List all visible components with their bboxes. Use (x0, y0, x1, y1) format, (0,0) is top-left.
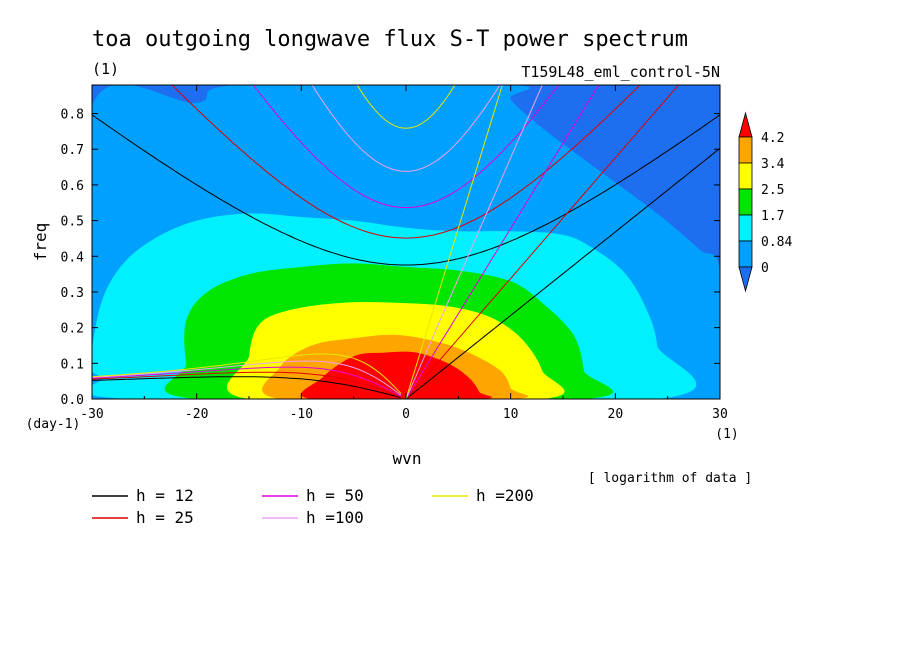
x-tick-label: -20 (185, 407, 208, 422)
log-note: [ logarithm of data ] (588, 471, 752, 486)
colorbar-segment (738, 162, 753, 190)
colorbar-max-arrow (738, 111, 753, 138)
colorbar-label: 3.4 (761, 157, 785, 172)
x-axis-label: wvn (393, 449, 422, 468)
colorbar-label: 4.2 (761, 131, 784, 146)
colorbar-label: 1.7 (761, 209, 784, 224)
y-tick-label: 0.0 (61, 393, 84, 408)
legend-label: h =100 (306, 508, 364, 527)
inertia-gravity-wave-h12 (92, 114, 720, 266)
x-unit-label: (1) (715, 427, 738, 442)
rossby-wave-h50 (92, 366, 402, 397)
inertia-gravity-wave-h50 (252, 85, 560, 209)
plot-area (91, 84, 721, 400)
y-tick-label: 0.4 (61, 250, 85, 265)
y-tick-label: 0.2 (61, 322, 84, 337)
y-tick-label: 0.6 (61, 179, 84, 194)
colorbar-segment (738, 136, 753, 164)
rossby-wave-h200 (92, 353, 402, 394)
colorbar-label: 0.84 (761, 235, 792, 250)
x-tick-label: 30 (712, 407, 728, 422)
legend-label: h = 50 (306, 486, 364, 505)
rossby-wave-h12 (92, 376, 401, 399)
rossby-wave-h100 (92, 360, 402, 396)
inertia-gravity-wave-h100 (311, 85, 501, 172)
colorbar: 4.2 3.4 2.5 1.7 0.84 0 (738, 111, 792, 293)
legend-label: h =200 (476, 486, 534, 505)
experiment-label: T159L48_eml_control-5N (521, 63, 720, 81)
y-unit-label: (day-1) (26, 417, 81, 432)
chart-title: toa outgoing longwave flux S-T power spe… (92, 27, 688, 52)
dispersion-curves (92, 85, 720, 399)
x-tick-label: 0 (402, 407, 410, 422)
inertia-gravity-wave-h25 (171, 85, 641, 239)
colorbar-segment (738, 214, 753, 242)
kelvin-wave-h25 (405, 85, 680, 399)
y-tick-label: 0.5 (61, 215, 84, 230)
kelvin-wave-h100 (405, 85, 543, 399)
colorbar-min-arrow (738, 266, 753, 293)
kelvin-wave-h200 (405, 85, 503, 399)
y-tick-label: 0.3 (61, 286, 84, 301)
x-tick-label: 10 (503, 407, 519, 422)
x-tick-label: -10 (290, 407, 313, 422)
colorbar-segment (738, 188, 753, 216)
legend-label: h = 12 (136, 486, 194, 505)
x-tick-label: 20 (608, 407, 624, 422)
x-tick-label: -30 (80, 407, 103, 422)
colorbar-label: 2.5 (761, 183, 784, 198)
legend-label: h = 25 (136, 508, 194, 527)
y-axis-label: freq (31, 223, 50, 262)
colorbar-segment (738, 240, 753, 268)
y-tick-label: 0.7 (61, 143, 84, 158)
y-tick-label: 0.8 (61, 108, 84, 123)
contour-level-4-2 (301, 351, 493, 399)
contour-fills (92, 85, 720, 399)
kelvin-wave-h12 (405, 147, 720, 399)
rossby-wave-h25 (92, 371, 401, 398)
kelvin-wave-h50 (405, 85, 600, 399)
y-tick-label: 0.1 (61, 357, 84, 372)
y-axis: 0.0 0.1 0.2 0.3 0.4 0.5 0.6 0.7 0.8 (61, 108, 720, 408)
units-label: (1) (92, 60, 119, 78)
x-axis: -30 -20 -10 0 10 20 30 (80, 85, 728, 422)
curve-legend: h = 12 h = 25 h = 50 h =100 h =200 (92, 486, 534, 527)
inertia-gravity-wave-h200 (356, 85, 456, 129)
colorbar-label: 0 (761, 261, 769, 276)
